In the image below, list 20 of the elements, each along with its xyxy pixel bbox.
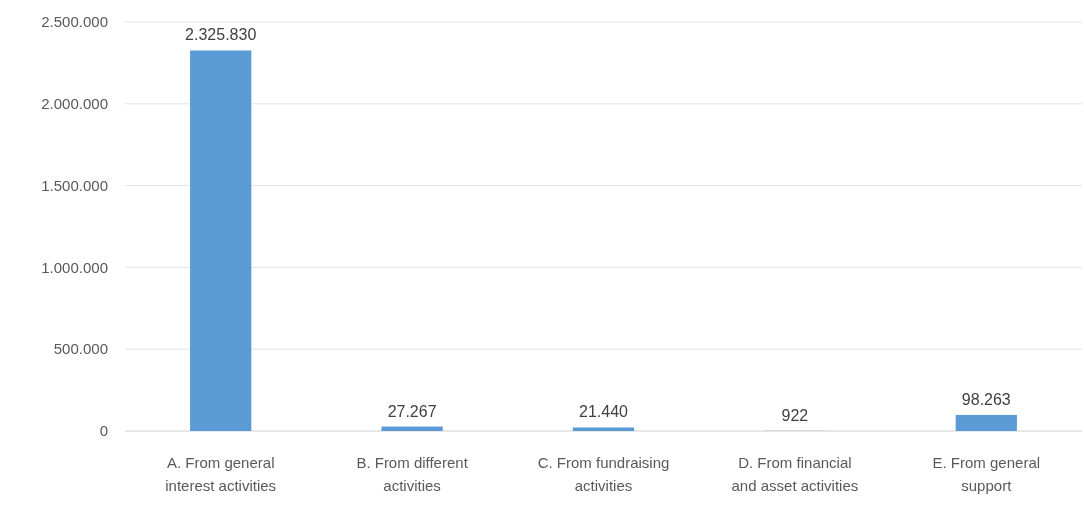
x-tick-label: B. From different activities (356, 454, 469, 494)
x-tick-label: C. From fundraising activities (537, 454, 670, 494)
x-tick-label: E. From general support (932, 454, 1041, 494)
x-tick-label: D. From financial and asset activities (731, 454, 859, 494)
data-label: 98.263 (961, 390, 1011, 408)
y-tick-label: 1.500.000 (41, 176, 108, 194)
data-label: 2.325.830 (185, 26, 257, 44)
bar (190, 50, 252, 431)
bar (572, 427, 635, 431)
y-tick-label: 500.000 (53, 340, 108, 358)
x-tick-label: A. From general interest activities (165, 454, 277, 494)
bar (381, 426, 443, 431)
bar (955, 414, 1017, 431)
y-tick-label: 2.000.000 (41, 95, 108, 113)
data-label: 21.440 (579, 403, 629, 421)
y-tick-label: 1.000.000 (41, 258, 108, 276)
y-tick-label: 2.500.000 (41, 13, 108, 31)
data-label: 922 (781, 406, 809, 424)
y-tick-label: 0 (99, 422, 108, 440)
data-label: 27.267 (387, 402, 437, 420)
